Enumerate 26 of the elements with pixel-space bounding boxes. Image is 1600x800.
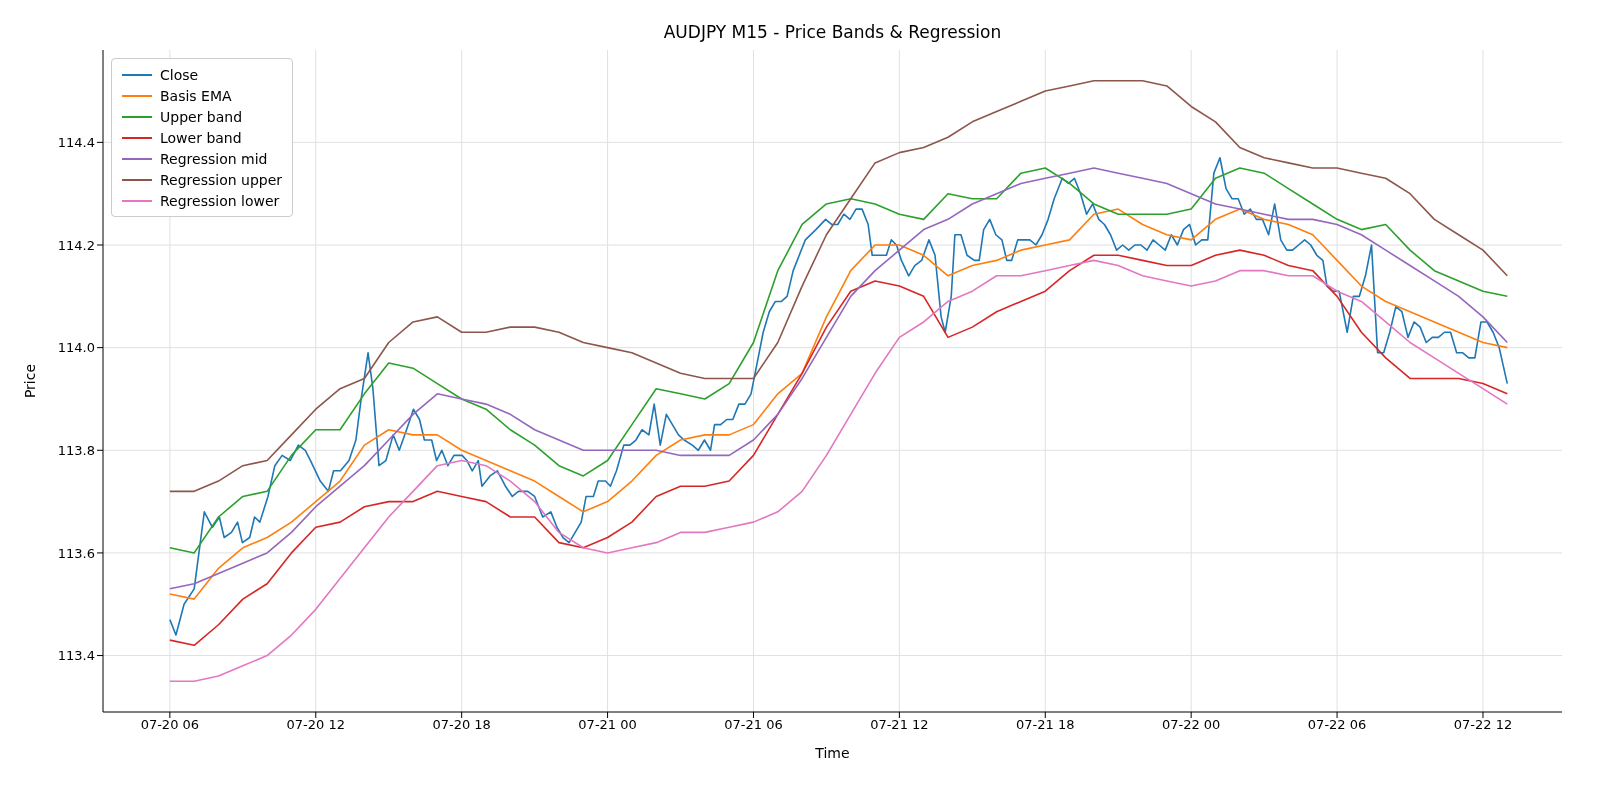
y-tick-label: 113.6 [57,545,95,561]
legend-label: Close [160,66,199,83]
y-tick-label: 114.0 [57,340,95,356]
x-tick-label: 07-22 00 [1161,717,1221,733]
x-tick-label: 07-21 12 [870,717,929,733]
x-tick-label: 07-20 18 [432,717,491,733]
x-tick-label: 07-22 12 [1453,717,1513,733]
legend-label: Regression upper [160,171,283,188]
legend-label: Regression lower [160,192,280,209]
x-tick-label: 07-20 12 [286,717,345,733]
y-tick-label: 113.4 [57,648,95,664]
legend-label: Regression mid [160,150,268,167]
y-tick-label: 114.2 [57,237,95,253]
y-axis-title: Price [21,363,38,399]
y-tick-label: 113.8 [57,442,95,458]
x-tick-label: 07-21 18 [1016,717,1075,733]
legend-label: Basis EMA [160,87,232,104]
x-tick-label: 07-20 06 [140,717,200,733]
y-tick-label: 114.4 [57,134,95,150]
x-tick-label: 07-22 06 [1307,717,1367,733]
chart-title: AUDJPY M15 - Price Bands & Regression [662,22,1003,42]
x-tick-label: 07-21 00 [578,717,637,733]
legend-label: Lower band [160,129,242,146]
x-tick-label: 07-21 06 [724,717,783,733]
legend-label: Upper band [160,108,243,125]
x-axis-title: Time [814,745,850,761]
